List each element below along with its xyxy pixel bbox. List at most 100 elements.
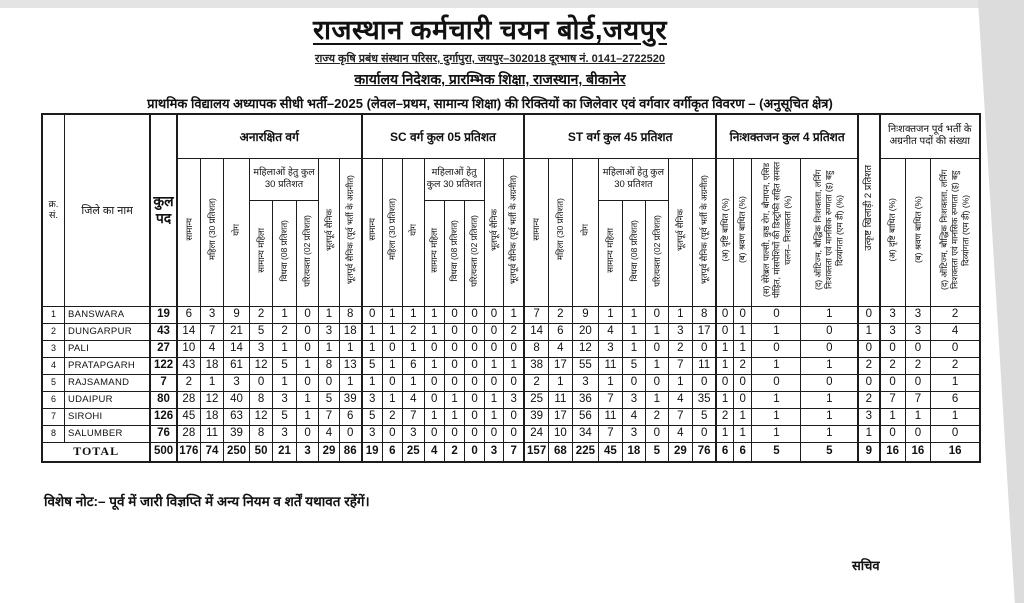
description-line: प्राथमिक विद्यालय अध्यापक सीधी भर्ती–202…	[147, 96, 833, 111]
document-header: राजस्थान कर्मचारी चयन बोर्ड,जयपुर राज्य …	[0, 10, 980, 112]
cell: 12	[199, 390, 225, 409]
cell: 1	[41, 305, 65, 324]
cell: 18	[338, 322, 363, 341]
cell: 18	[621, 441, 647, 463]
cell: 1	[402, 305, 425, 324]
cell: 1	[715, 356, 735, 375]
table-body: 1 BANSWARA 19 6 3 9 2 1 0 1 8 0 1 1 1 0 0 0 1 7 2 9 1 1 0 1 8 0 0 0 1 0…	[41, 305, 981, 463]
cell: 1	[423, 305, 445, 324]
cell: 12	[248, 407, 274, 426]
cell: 0	[800, 339, 859, 358]
cell: 1	[402, 373, 425, 392]
col-ur-yog: योग	[223, 157, 250, 307]
cell: 2	[715, 407, 735, 426]
cell: 5	[272, 356, 297, 375]
col-ur-widow: विधवा (08 प्रतिशत)	[272, 199, 297, 307]
cell: 1	[338, 339, 363, 358]
cell: 0	[381, 424, 404, 443]
cell: 24	[523, 424, 550, 443]
cell: 0	[443, 322, 466, 341]
cell: 0	[857, 305, 881, 324]
cell: 5	[41, 373, 65, 392]
cell: 0	[715, 373, 735, 392]
cell: 6	[402, 356, 425, 375]
cell: 7	[667, 356, 694, 375]
cell: 17	[548, 407, 573, 426]
cell: 2	[930, 305, 981, 324]
cell: 5	[692, 407, 717, 426]
cell: 0	[423, 424, 445, 443]
cell: 8	[318, 356, 340, 375]
cell: 1	[423, 322, 445, 341]
col-dis-locomotor: (स) सेरेब्रल पाल्सी, कुष्ठ रोग, बौनापन, …	[751, 157, 802, 307]
cell: 6	[175, 305, 201, 324]
cell: 3	[272, 390, 297, 409]
cell: 34	[571, 424, 600, 443]
cell: 2	[443, 441, 466, 463]
cell: 3	[857, 407, 881, 426]
cell: 3	[621, 390, 647, 409]
cell: 250	[223, 441, 250, 463]
col-cf-deaf: (ब) श्रवण बाधित (%)	[904, 157, 932, 307]
cell: 1	[199, 373, 225, 392]
cell: 0	[715, 305, 735, 324]
cell: 4	[598, 322, 623, 341]
cell: 0	[443, 424, 466, 443]
cell: 2	[41, 322, 65, 341]
cell: 2	[930, 356, 981, 375]
cell: 1	[715, 390, 735, 409]
cell: 0	[904, 373, 932, 392]
serial-column-header: क्र. सं.	[41, 113, 65, 307]
cell: 3	[318, 322, 340, 341]
cell: 2	[857, 390, 881, 409]
table-row: 1 BANSWARA 19 6 3 9 2 1 0 1 8 0 1 1 1 0 0 0 1 7 2 9 1 1 0 1 8 0 0 0 1 0…	[41, 305, 981, 324]
cell: 0	[692, 339, 717, 358]
cell: 50	[248, 441, 274, 463]
cell: 45	[175, 407, 201, 426]
col-sc-exserviceman: भूतपूर्व सैनिक	[483, 157, 505, 307]
group-header-carryforward: निःशक्तजन पूर्व भर्ती के अग्रनीत पदों की…	[878, 113, 981, 159]
cell: 1	[645, 390, 669, 409]
cell: 18	[199, 356, 225, 375]
cell: 0	[503, 407, 525, 426]
cell: 0	[483, 339, 505, 358]
cell: 3	[878, 305, 906, 324]
cell: 3	[904, 305, 932, 324]
col-sc-deserted: परित्यक्ता (02 प्रतिशत)	[464, 199, 485, 307]
cell: 61	[223, 356, 250, 375]
cell: 16	[878, 441, 906, 463]
cell: 0	[318, 373, 340, 392]
cell: 4	[423, 441, 445, 463]
cell: 3	[483, 441, 505, 463]
col-sc-general: सामान्य	[360, 157, 383, 307]
cell: 3	[41, 339, 65, 358]
subgroup-sc-women: महिलाओं हेतु कुल 30 प्रतिशत	[423, 157, 485, 201]
cell: 1	[598, 305, 623, 324]
cell: 3	[360, 390, 383, 409]
cell: 0	[423, 373, 445, 392]
col-sc-exserviceman-carry: भूतपूर्व सैनिक (पूर्व भर्ती के अग्रनीत)	[503, 157, 525, 307]
cell: 7	[503, 441, 525, 463]
col-sc-widow: विधवा (08 प्रतिशत)	[443, 199, 466, 307]
cell: 3	[878, 322, 906, 341]
table-row: 4 PRATAPGARH 122 43 18 61 12 5 1 8 13 5 1 6 1 0 0 1 1 38 17 5…	[41, 356, 981, 375]
cell: 0	[483, 305, 505, 324]
cell: 0	[295, 305, 320, 324]
cell: 14	[223, 339, 250, 358]
cell: 0	[645, 373, 669, 392]
col-st-general-female: सामान्य महिला	[598, 199, 623, 307]
col-dis-deaf: (ब) श्रवण बाधित (%)	[733, 157, 753, 307]
col-ur-general-female: सामान्य महिला	[248, 199, 274, 307]
cell: 0	[751, 373, 802, 392]
cell: 0	[423, 390, 445, 409]
cell: 0	[645, 339, 669, 358]
cell: 5	[248, 322, 274, 341]
cell: 3	[199, 305, 225, 324]
cell: 17	[692, 322, 717, 341]
cell: 1	[878, 407, 906, 426]
cell: 4	[930, 322, 981, 341]
cell: 36	[571, 390, 600, 409]
cell: 7	[904, 390, 932, 409]
cell: 4	[621, 407, 647, 426]
